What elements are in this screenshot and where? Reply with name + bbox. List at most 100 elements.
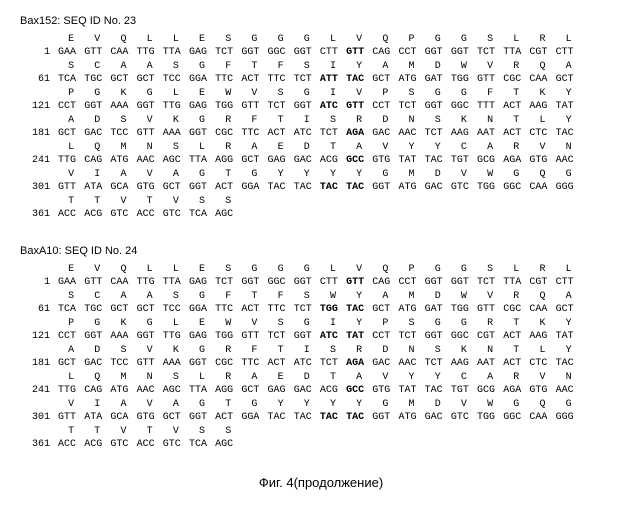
codon-cell: GAG [189,276,215,289]
codon-cell: GGT [451,46,477,59]
amino-acid-cell: A [110,290,136,303]
amino-acid-cell: M [398,168,424,181]
codon-cell: ATC [294,127,320,140]
codon-cell: GGG [556,181,582,194]
amino-acid-cell: A [346,141,372,154]
codon-cell: AGC [163,154,189,167]
amino-acid-cell: R [529,263,555,276]
codon-cell: TTA [189,154,215,167]
codon-cell: ACG [320,384,346,397]
codon-cell: AAC [137,154,163,167]
amino-acid-cell: T [215,168,241,181]
amino-acid-cell: S [215,195,241,208]
codon-cell: TCT [477,276,503,289]
codon-cell: GAC [425,411,451,424]
codon-cell: GCC [346,384,372,397]
codon-cell: TGG [451,73,477,86]
codon-cell: GGC [451,100,477,113]
amino-acid-cell: Y [320,168,346,181]
codon-cell: CAG [84,154,110,167]
codon-cell: TTC [241,357,267,370]
amino-acid-cell: V [529,141,555,154]
codon-cell: TCT [398,330,424,343]
codon-cell: ACC [58,438,84,451]
codon-cell: GCG [477,384,503,397]
codon-cell: GGT [294,100,320,113]
amino-acid-cell: V [477,60,503,73]
amino-acid-cell: K [110,87,136,100]
amino-acid-cell: V [372,371,398,384]
codon-cell: GGT [294,46,320,59]
amino-acid-cell: Y [320,398,346,411]
amino-acid-cell: G [425,33,451,46]
codon-cell: TTG [137,276,163,289]
amino-acid-cell: Y [398,371,424,384]
amino-acid-cell: W [451,290,477,303]
codon-cell: CTT [320,46,346,59]
codon-cell: AAA [110,330,136,343]
codon-cell: GAG [268,154,294,167]
nucleotide-line: 361ACCACGGTCACCGTCTCAAGC [20,438,622,451]
amino-acid-cell: V [451,398,477,411]
amino-acid-cell: Q [372,33,398,46]
amino-acid-line: LQMNSLRAEDTAVYYCARVN [20,141,622,154]
amino-acid-cell: Q [529,398,555,411]
codon-cell: GGT [372,411,398,424]
codon-cell: GGT [241,276,267,289]
codon-cell: ACT [215,411,241,424]
amino-acid-cell: G [189,344,215,357]
amino-acid-cell: S [268,87,294,100]
codon-cell: GAC [372,127,398,140]
codon-cell: CCT [58,330,84,343]
codon-cell: TAT [556,100,582,113]
amino-acid-cell: E [58,33,84,46]
codon-cell: GTG [529,384,555,397]
sequence-row: SCAASGFTFSWYAMDWVRQA61TCATGCGCTGCTTCCGGA… [20,290,622,316]
amino-acid-cell: Y [425,371,451,384]
codon-cell: ATG [398,73,424,86]
sequence-row: TTVTVSS361ACCACGGTCACCGTCTCAAGC [20,425,622,451]
codon-cell: AGC [215,438,241,451]
amino-acid-cell: E [58,263,84,276]
codon-cell: TCT [398,100,424,113]
amino-acid-cell: G [189,290,215,303]
amino-acid-cell: V [84,263,110,276]
amino-acid-cell: S [215,33,241,46]
codon-cell: GTC [451,181,477,194]
amino-acid-cell: A [110,398,136,411]
codon-cell: GGA [241,181,267,194]
amino-acid-line: TTVTVSS [20,425,622,438]
amino-acid-cell: R [215,114,241,127]
amino-acid-cell: G [425,317,451,330]
amino-acid-cell: G [425,263,451,276]
codon-cell: CTC [529,127,555,140]
amino-acid-cell: C [84,290,110,303]
amino-acid-cell: D [425,290,451,303]
position-number: 361 [20,208,58,221]
amino-acid-cell: D [372,344,398,357]
amino-acid-cell: S [215,425,241,438]
codon-cell: CAA [529,303,555,316]
codon-cell: CAA [529,181,555,194]
amino-acid-cell: M [110,141,136,154]
amino-acid-cell: G [189,114,215,127]
amino-acid-cell: T [320,141,346,154]
amino-acid-cell: G [451,263,477,276]
codon-cell: TTC [241,127,267,140]
codon-cell: GTG [372,154,398,167]
amino-acid-cell: A [137,290,163,303]
codon-cell: CTT [556,46,582,59]
amino-acid-line: SCAASGFTFSWYAMDWVRQA [20,290,622,303]
amino-acid-cell: Q [110,33,136,46]
amino-acid-cell: G [294,33,320,46]
codon-cell: GAC [372,357,398,370]
codon-cell: AAA [163,127,189,140]
amino-acid-cell: Y [268,168,294,181]
amino-acid-cell: M [110,371,136,384]
codon-cell: GTT [241,100,267,113]
amino-acid-cell: A [346,371,372,384]
amino-acid-cell: S [215,263,241,276]
amino-acid-cell: G [189,168,215,181]
amino-acid-cell: S [294,60,320,73]
amino-acid-cell: N [398,344,424,357]
